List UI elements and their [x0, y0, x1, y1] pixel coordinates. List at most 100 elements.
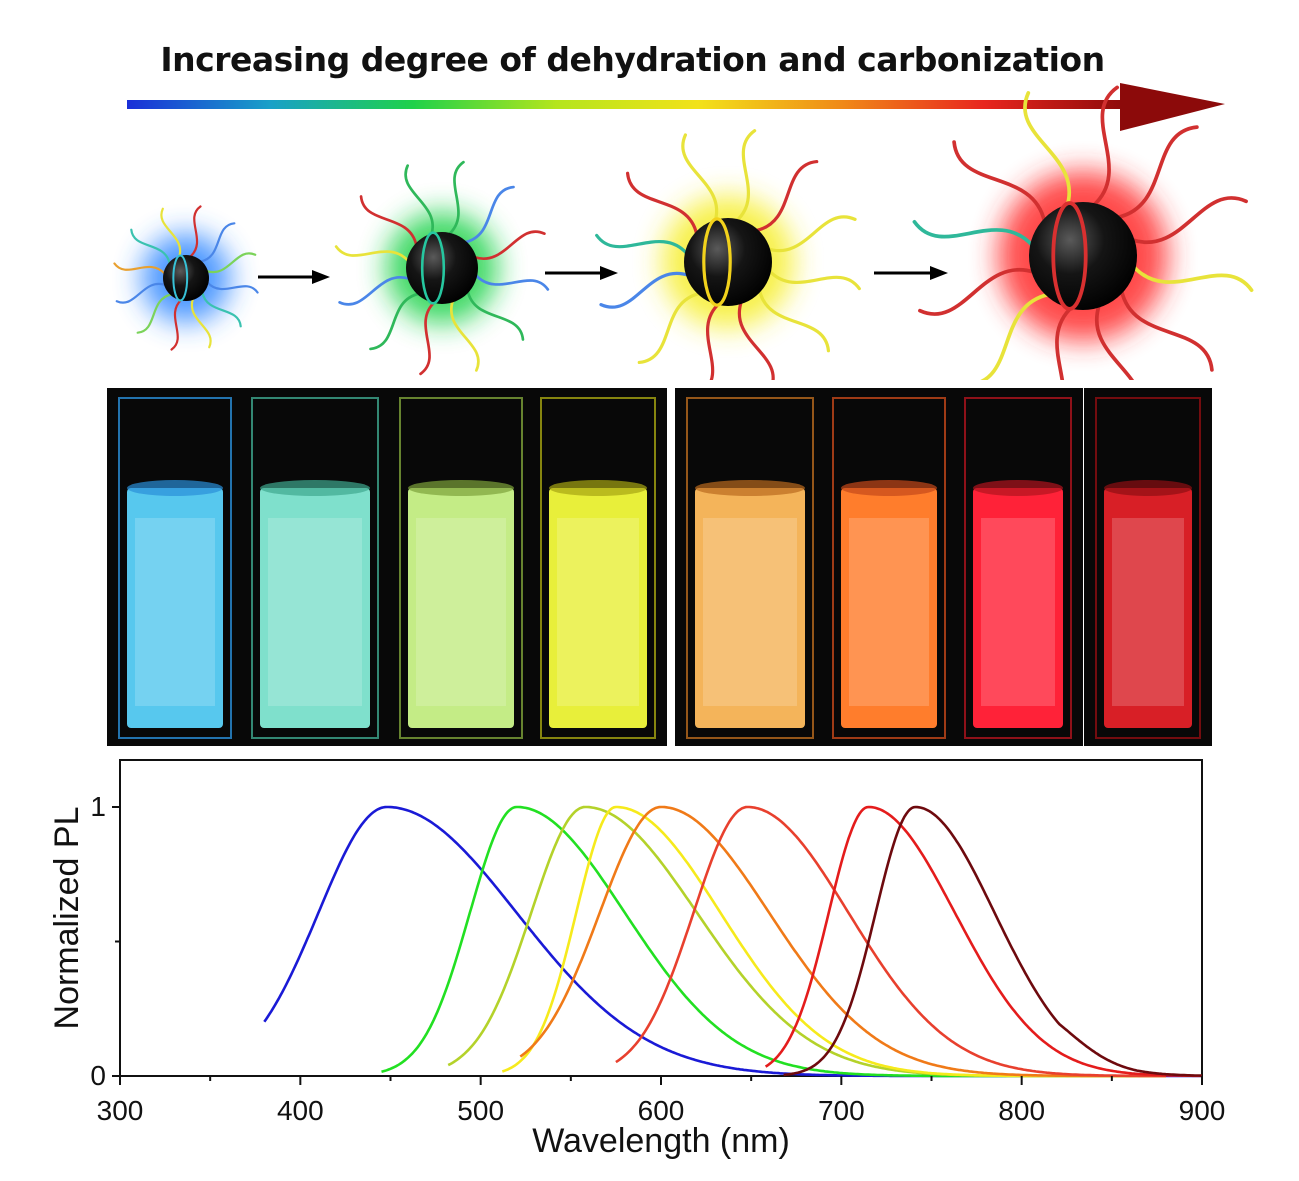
surface-chain [447, 160, 465, 236]
liquid-meniscus [408, 480, 514, 496]
cuvette-liquid [695, 488, 805, 728]
stage-arrow-2-head [600, 266, 618, 280]
surface-chain [338, 275, 411, 306]
surface-chain [918, 268, 1037, 316]
liquid-meniscus [695, 480, 805, 496]
surface-chain [754, 159, 819, 233]
liquid-highlight [135, 518, 215, 706]
y-axis-label: Normalized PL [48, 807, 86, 1030]
series-red [764, 805, 1202, 1078]
stage-arrow-1-head [312, 270, 330, 284]
liquid-highlight [981, 518, 1055, 706]
surface-chain [767, 268, 861, 291]
surface-chain [1055, 304, 1075, 380]
cuvette-glass [1095, 397, 1201, 739]
surface-chain [1129, 196, 1248, 244]
surface-chain [1023, 91, 1071, 210]
cuvette-liquid [408, 488, 514, 728]
surface-chain [625, 171, 699, 236]
core-ring [702, 217, 732, 307]
surface-chain [1119, 288, 1214, 372]
carbon-dot-stage-3 [595, 129, 861, 380]
surface-chain [757, 288, 831, 353]
x-tick-label: 500 [457, 1095, 504, 1126]
series-red-orange [615, 805, 1166, 1078]
figure-title: Increasing degree of dehydration and car… [160, 40, 1105, 79]
surface-chain [706, 301, 722, 380]
liquid-highlight [416, 518, 506, 706]
cuvette-liquid [260, 488, 370, 728]
liquid-highlight [849, 518, 929, 706]
surface-chain [952, 140, 1047, 224]
surface-chain [474, 273, 550, 291]
surface-chain [369, 292, 421, 351]
series-dark-red [783, 805, 1202, 1077]
liquid-meniscus [260, 480, 370, 496]
surface-chain [359, 195, 418, 247]
liquid-highlight [268, 518, 362, 706]
surface-chain [595, 233, 689, 256]
surface-chain [473, 230, 546, 261]
surface-chain [766, 215, 857, 253]
surface-chain [404, 164, 435, 237]
surface-chain [113, 262, 166, 275]
surface-chain [637, 291, 702, 365]
x-tick-label: 300 [97, 1095, 144, 1126]
y-tick-label: 0 [90, 1060, 106, 1091]
series-yellow [501, 805, 1166, 1078]
cuvette-liquid [1104, 488, 1192, 728]
cuvette-photo-strip [107, 388, 1212, 746]
cuvette-glass [964, 397, 1072, 739]
surface-chain [449, 299, 480, 372]
surface-chain [419, 300, 437, 376]
x-tick-label: 900 [1179, 1095, 1226, 1126]
surface-chain [599, 271, 690, 309]
surface-chain [206, 281, 259, 294]
cuvette-4 [529, 388, 667, 746]
surface-chain [136, 293, 173, 334]
gradient-arrow-head [1120, 83, 1225, 131]
cuvette-5 [675, 388, 825, 746]
surface-chain [205, 252, 257, 274]
surface-chain [1091, 85, 1120, 208]
cuvette-2 [240, 388, 390, 746]
x-tick-label: 800 [998, 1095, 1045, 1126]
liquid-highlight [557, 518, 639, 706]
y-tick-label: 1 [90, 791, 106, 822]
liquid-meniscus [841, 480, 937, 496]
cuvette-glass [399, 397, 523, 739]
carbon-dot-stage-4 [912, 85, 1254, 380]
liquid-meniscus [127, 480, 223, 496]
surface-chain [334, 245, 410, 263]
liquid-highlight [703, 518, 797, 706]
surface-chain [1095, 302, 1134, 380]
x-axis-label: Wavelength (nm) [532, 1122, 790, 1160]
surface-chain [1131, 264, 1254, 293]
surface-chain [115, 282, 167, 304]
core-ring [1051, 201, 1088, 311]
surface-chain [463, 185, 515, 244]
surface-chain [160, 207, 182, 259]
x-tick-label: 700 [818, 1095, 865, 1126]
surface-chain [189, 205, 202, 258]
core-ring [172, 254, 189, 302]
liquid-meniscus [1104, 480, 1192, 496]
cuvette-3 [388, 388, 534, 746]
cuvette-glass [118, 397, 232, 739]
scheme-illustration [113, 83, 1254, 380]
surface-chain [190, 297, 212, 349]
core-ring [420, 231, 446, 305]
surface-chain [170, 298, 183, 351]
surface-chain [912, 219, 1035, 248]
series-yellow-green [447, 805, 1166, 1078]
x-tick-label: 600 [638, 1095, 685, 1126]
surface-chain [466, 289, 525, 341]
series-blue [263, 805, 1202, 1078]
cuvette-glass [251, 397, 379, 739]
surface-chain [199, 222, 236, 263]
cuvette-glass [832, 397, 946, 739]
cuvette-7 [953, 388, 1083, 746]
cuvette-liquid [973, 488, 1063, 728]
series-green [381, 805, 1166, 1078]
